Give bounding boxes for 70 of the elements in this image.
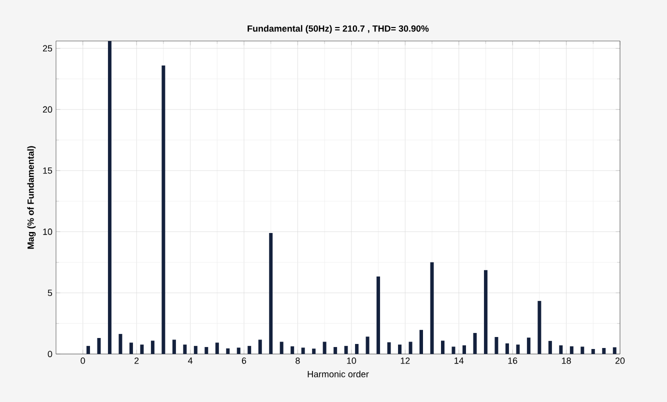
bar — [559, 345, 563, 354]
bar — [591, 348, 595, 354]
bar — [129, 342, 133, 354]
bar — [248, 346, 252, 354]
y-tick-label: 5 — [48, 290, 52, 296]
bar — [150, 340, 154, 354]
y-axis-title: Mag (% of Fundamental) — [27, 146, 36, 249]
bar — [440, 340, 444, 354]
bar — [226, 348, 230, 354]
bar — [462, 345, 466, 354]
bar — [140, 344, 144, 354]
bar — [194, 346, 198, 354]
bar — [334, 347, 338, 354]
x-axis-title: Harmonic order — [308, 370, 369, 378]
bar — [108, 40, 112, 354]
bar — [366, 336, 370, 354]
y-tick-label: 20 — [42, 106, 52, 113]
bar — [118, 334, 122, 354]
bar — [602, 348, 606, 354]
x-tick-label: 2 — [134, 358, 139, 364]
bar — [312, 348, 316, 354]
bar — [355, 344, 359, 354]
x-tick-label: 18 — [562, 358, 571, 364]
bar — [452, 346, 456, 354]
bar — [408, 342, 412, 354]
x-tick-label: 10 — [347, 358, 356, 364]
bar — [430, 262, 434, 354]
bar — [505, 343, 509, 354]
bar — [301, 348, 305, 354]
y-tick-label: 25 — [42, 45, 52, 52]
x-tick-label: 14 — [454, 358, 464, 364]
bar — [322, 342, 326, 354]
bar — [376, 276, 380, 354]
bar — [258, 340, 262, 354]
x-tick-label: 12 — [400, 358, 410, 364]
bar — [290, 346, 294, 354]
x-tick-label: 8 — [296, 358, 300, 364]
bar — [494, 337, 498, 354]
bar — [280, 342, 284, 354]
chart-title: Fundamental (50Hz) = 210.7 , THD= 30.90% — [248, 25, 429, 34]
bar — [420, 330, 424, 354]
x-tick-label: 4 — [188, 358, 193, 364]
bar — [183, 344, 187, 354]
y-tick-label: 10 — [43, 228, 52, 235]
bar — [97, 338, 101, 354]
x-tick-label: 6 — [242, 358, 246, 364]
bar — [215, 342, 219, 354]
x-tick-label: 16 — [508, 358, 518, 364]
bar — [612, 347, 616, 354]
bar — [548, 340, 552, 354]
bar — [516, 344, 520, 354]
bar — [172, 340, 176, 354]
bar — [538, 300, 542, 354]
x-tick-label: 20 — [615, 358, 625, 364]
bar — [162, 65, 166, 354]
bar — [526, 338, 530, 354]
y-tick-label: 0 — [48, 350, 52, 358]
bar — [484, 270, 488, 354]
bar — [204, 347, 208, 354]
bar — [398, 344, 402, 354]
bar — [236, 348, 240, 354]
bar — [473, 332, 477, 354]
bar — [269, 232, 273, 354]
y-tick-label: 15 — [43, 167, 52, 174]
bar — [580, 346, 584, 354]
bar — [570, 346, 574, 354]
bar — [86, 346, 90, 354]
bar — [344, 346, 348, 354]
bar — [387, 342, 391, 354]
x-tick-label: 0 — [80, 358, 86, 364]
